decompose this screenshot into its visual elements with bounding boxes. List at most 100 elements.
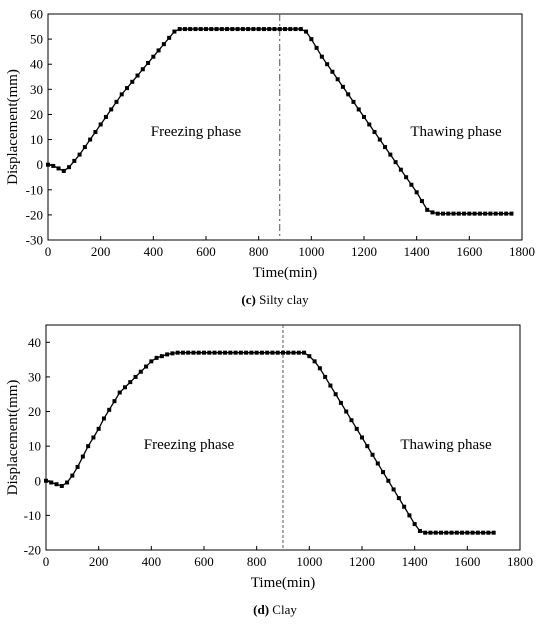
data-point (238, 350, 243, 355)
y-tick-label: -20 (24, 543, 41, 558)
data-point (91, 435, 96, 440)
data-point (283, 27, 287, 32)
data-point (317, 366, 322, 371)
data-point (425, 207, 430, 212)
caption-text: Clay (272, 602, 297, 617)
caption-letter: (d) (253, 602, 269, 617)
data-point (509, 211, 514, 216)
data-point (96, 426, 101, 431)
data-point (270, 350, 275, 355)
data-point (75, 464, 80, 469)
x-tick-label: 0 (45, 244, 52, 259)
data-point (330, 69, 335, 74)
data-point (439, 530, 443, 535)
data-point (51, 163, 56, 168)
data-point (204, 27, 208, 32)
data-point (362, 114, 366, 119)
data-point (391, 487, 396, 492)
x-tick-label: 1400 (402, 554, 428, 569)
data-point (272, 27, 277, 32)
x-axis-title: Time(min) (253, 265, 317, 281)
data-point (125, 86, 129, 91)
data-point (77, 152, 82, 157)
data-point (475, 530, 480, 535)
x-tick-label: 400 (144, 244, 164, 259)
data-point (388, 152, 393, 157)
chart-panel-1: 0 200 400 600 800 1000 1200 1400 1600 1800 -20 -10 0… (5, 324, 533, 617)
data-point (72, 158, 77, 163)
data-point (393, 160, 398, 165)
data-point (409, 182, 414, 187)
data-point (228, 350, 233, 355)
data-point (207, 350, 212, 355)
data-point (103, 114, 108, 119)
data-point (251, 27, 256, 32)
data-point (298, 27, 303, 32)
data-point (281, 350, 285, 355)
data-point (375, 461, 380, 466)
thawing-phase-label: Thawing phase (400, 437, 492, 453)
y-tick-label: -10 (26, 182, 43, 197)
data-point (351, 99, 356, 104)
data-point (80, 454, 85, 459)
data-point (383, 145, 388, 150)
data-point (265, 350, 270, 355)
y-tick-label: 0 (37, 157, 44, 172)
data-point (483, 211, 488, 216)
data-point (396, 496, 401, 501)
data-point (144, 364, 149, 369)
data-point (209, 27, 214, 32)
data-point (151, 54, 156, 59)
data-point (65, 480, 70, 485)
caption-text: Silty clay (259, 292, 309, 307)
figure-caption: (d) Clay (253, 602, 297, 617)
data-point (233, 350, 238, 355)
y-tick-label: 20 (30, 107, 43, 122)
data-point (367, 122, 372, 127)
caption-letter: (c) (241, 292, 255, 307)
data-point (212, 350, 217, 355)
data-point (109, 107, 114, 112)
data-point (193, 27, 198, 32)
data-point (128, 380, 133, 385)
data-point (223, 350, 228, 355)
data-point (449, 530, 454, 535)
data-point (117, 390, 122, 395)
data-point (467, 211, 472, 216)
data-point (304, 29, 309, 34)
chart-panel-0: 0 200 400 600 800 1000 1200 1400 1600 1800-30-20-… (5, 7, 535, 308)
data-point (49, 480, 54, 485)
data-point (486, 530, 491, 535)
y-tick-label: -20 (26, 207, 43, 222)
data-point (202, 350, 206, 355)
data-point (219, 27, 224, 32)
data-point (435, 211, 440, 216)
data-point (188, 27, 193, 32)
data-point (296, 350, 301, 355)
data-point (491, 530, 496, 535)
data-point (398, 167, 403, 172)
data-point (460, 530, 465, 535)
x-tick-label: 1200 (351, 244, 377, 259)
data-point (114, 99, 119, 104)
data-point (235, 27, 240, 32)
data-point (470, 530, 475, 535)
y-tick-label: -10 (24, 508, 41, 523)
data-point (186, 350, 191, 355)
x-tick-label: 1600 (454, 554, 480, 569)
data-point (402, 504, 407, 509)
data-point (217, 350, 222, 355)
data-point (196, 350, 201, 355)
y-tick-label: 50 (30, 32, 43, 47)
data-point (165, 352, 170, 357)
data-point (156, 48, 161, 53)
data-point (354, 426, 359, 431)
data-point (349, 418, 354, 423)
data-point (267, 27, 272, 32)
data-point (161, 42, 166, 47)
data-point (133, 374, 138, 379)
x-tick-label: 1200 (349, 554, 375, 569)
data-point (198, 27, 203, 32)
data-point (61, 168, 66, 173)
data-point (323, 374, 328, 379)
